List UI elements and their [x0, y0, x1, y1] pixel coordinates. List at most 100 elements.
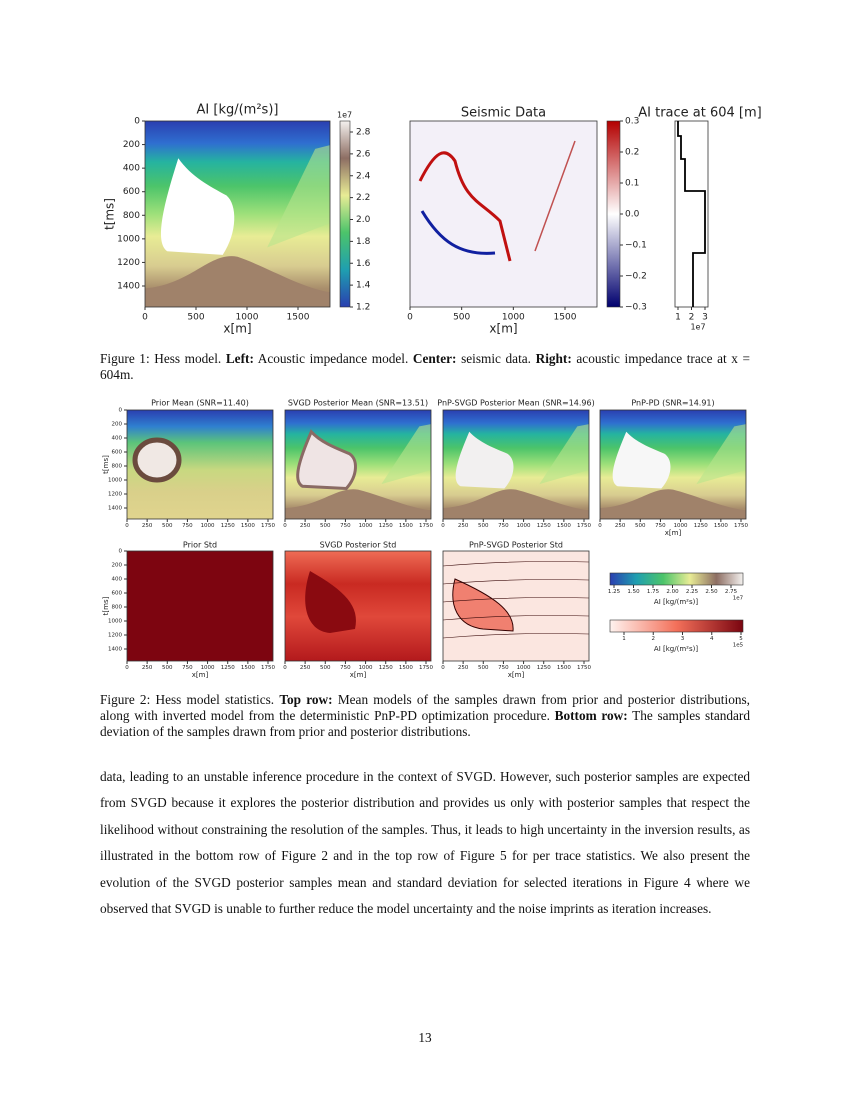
plot-frame [126, 409, 274, 520]
colorbar-exponent: 1e5 [733, 643, 744, 649]
x-tick-label: 1000 [517, 665, 531, 671]
colorbar-tick-label: 2.8 [356, 128, 371, 138]
x-tick-label: 250 [142, 665, 153, 671]
x-tick-label: 1250 [379, 665, 393, 671]
salt-blur [132, 437, 182, 483]
fault-block [696, 424, 746, 485]
x-exponent: 1e7 [690, 323, 705, 332]
x-tick-label: 250 [142, 523, 153, 529]
colorbar-tick-label: 2.0 [356, 215, 371, 225]
x-tick-label: 750 [340, 665, 351, 671]
y-tick-label: 1200 [108, 492, 122, 498]
x-tick-label: 1750 [419, 523, 433, 529]
y-tick-label: 0 [119, 549, 123, 555]
colorbar-tick-label: 0.3 [625, 117, 639, 127]
x-tick-label: 750 [340, 523, 351, 529]
x-tick-label: 0 [598, 523, 602, 529]
plot-frame [126, 550, 274, 662]
hill [600, 489, 746, 519]
x-tick-label: 750 [655, 523, 666, 529]
x-tick-label: 0 [407, 313, 413, 323]
colorbar-label: AI [kg/(m²s)] [654, 645, 698, 653]
colorbar-exponent: 1e7 [733, 596, 744, 602]
figure-2-caption: Figure 2: Hess model statistics. Top row… [100, 692, 750, 740]
x-axis-label: x[m] [489, 322, 517, 336]
x-tick-label: 250 [300, 665, 311, 671]
x-tick-label: 0 [441, 523, 445, 529]
x-tick-label: 0 [125, 523, 129, 529]
y-tick-label: 600 [123, 187, 140, 197]
x-axis-label: x[m] [508, 671, 525, 679]
x-tick-label: 1250 [221, 665, 235, 671]
caption-text: seismic data. [461, 351, 531, 366]
x-tick-label: 750 [182, 665, 193, 671]
caption-text: Acoustic impedance model. [257, 351, 409, 366]
y-tick-label: 0 [119, 408, 123, 414]
x-tick-label: 1000 [201, 523, 215, 529]
x-tick-label: 2.00 [666, 589, 679, 595]
plot-frame [284, 409, 432, 520]
caption-head: Right: [535, 351, 572, 366]
colorbar-tick-label: 1.8 [356, 237, 371, 247]
x-tick-label: 250 [615, 523, 626, 529]
x-axis-label: x[m] [350, 671, 367, 679]
hill [285, 489, 431, 519]
plot-frame [442, 550, 590, 662]
x-tick-label: 1000 [517, 523, 531, 529]
caption-head: Bottom row: [554, 708, 628, 723]
y-tick-label: 1200 [117, 258, 140, 268]
y-tick-label: 800 [123, 211, 140, 221]
y-tick-label: 0 [134, 117, 140, 127]
x-tick-label: 1500 [399, 665, 413, 671]
x-tick-label: 1500 [714, 523, 728, 529]
y-tick-label: 400 [112, 577, 123, 583]
x-tick-label: 250 [458, 523, 469, 529]
x-tick-label: 1000 [359, 523, 373, 529]
y-tick-label: 200 [112, 422, 123, 428]
colorbar-tick-label: 1.2 [356, 303, 370, 313]
plot-frame [674, 120, 709, 308]
x-tick-label: 1750 [734, 523, 748, 529]
x-tick-label: 1000 [502, 313, 525, 323]
caption-label: Figure 1: Hess model. [100, 351, 222, 366]
fault-block [539, 424, 589, 485]
x-tick-label: 250 [300, 523, 311, 529]
x-tick-label: 500 [320, 665, 331, 671]
colorbar-tick-label: 1.6 [356, 259, 371, 269]
x-axis-label: x[m] [665, 529, 682, 537]
y-tick-label: 400 [112, 436, 123, 442]
x-tick-label: 3 [681, 636, 685, 642]
caption-text: acoustic impedance trace at x = 604m. [100, 351, 751, 382]
colorbar-tick-label: 0.2 [625, 148, 639, 158]
panel-title: Prior Mean (SNR=11.40) [151, 399, 249, 408]
panel-title: Prior Std [183, 541, 217, 550]
boundary [442, 597, 590, 603]
colorbar-tick-label: 1.4 [356, 281, 371, 291]
reflector-strong [420, 210, 496, 255]
x-tick-label: 750 [498, 523, 509, 529]
boundary [442, 561, 590, 567]
x-tick-label: 1500 [241, 523, 255, 529]
x-tick-label: 2 [652, 636, 656, 642]
colorbar-tick-label: 0.0 [625, 210, 640, 220]
salt-std [305, 571, 356, 633]
body-paragraph: data, leading to an unstable inference p… [100, 769, 750, 917]
x-tick-label: 1500 [557, 523, 571, 529]
colorbar [606, 120, 621, 308]
x-tick-label: 500 [453, 313, 470, 323]
salt-body [161, 158, 235, 255]
x-tick-label: 1 [622, 636, 626, 642]
caption-head: Top row: [279, 692, 333, 707]
x-tick-label: 750 [498, 665, 509, 671]
x-tick-label: 1250 [694, 523, 708, 529]
x-tick-label: 1250 [537, 665, 551, 671]
colorbar [339, 120, 351, 308]
x-tick-label: 1750 [419, 665, 433, 671]
x-tick-label: 2 [689, 313, 695, 323]
colorbar [609, 572, 744, 586]
x-tick-label: 1000 [674, 523, 688, 529]
colorbar-tick-label: −0.1 [625, 241, 647, 251]
x-tick-label: 0 [283, 523, 287, 529]
